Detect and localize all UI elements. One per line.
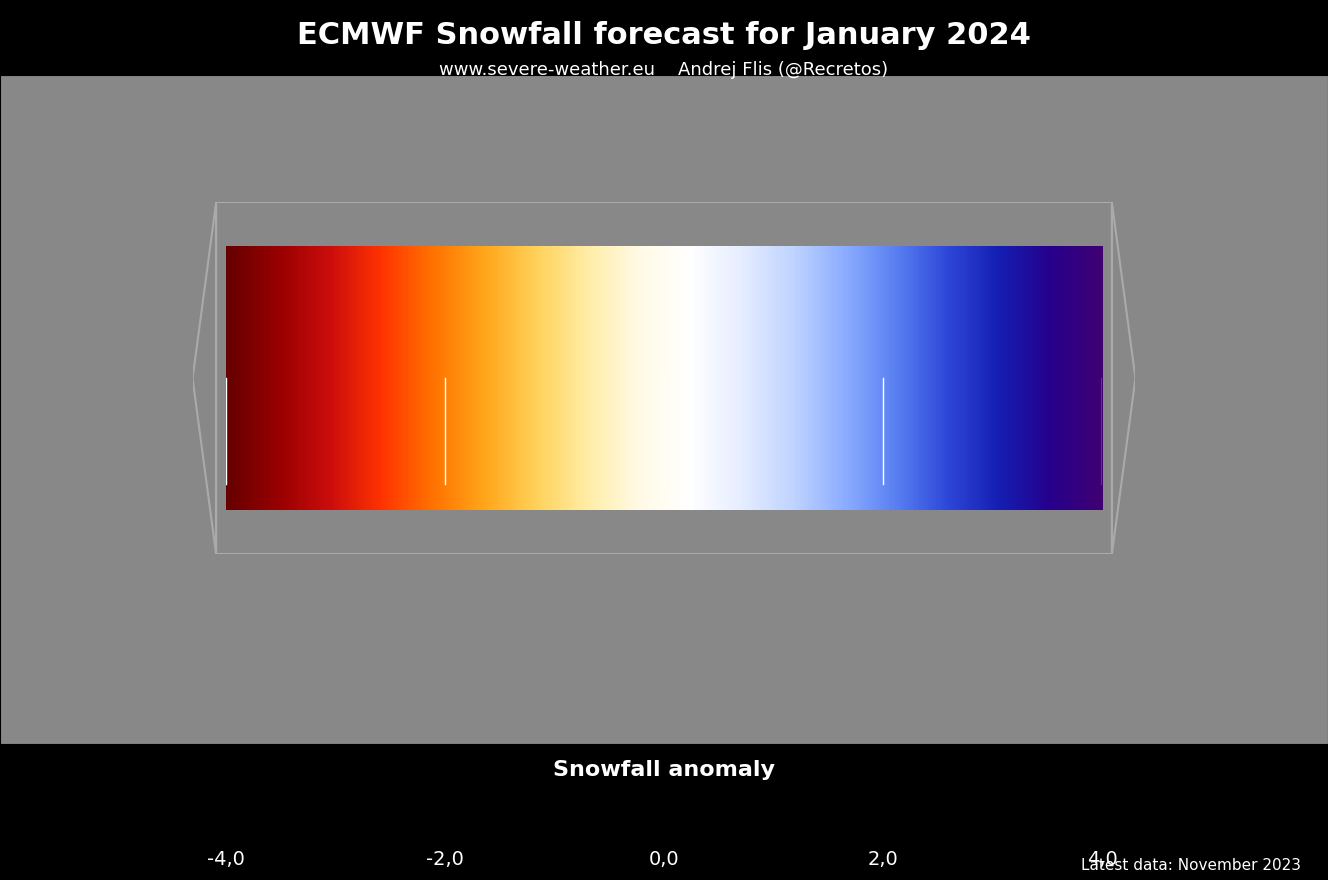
Text: 0,0: 0,0 — [648, 850, 680, 869]
Text: -4,0: -4,0 — [207, 850, 244, 869]
Text: www.severe-weather.eu    Andrej Flis (@Recretos): www.severe-weather.eu Andrej Flis (@Recr… — [440, 62, 888, 79]
Text: 2,0: 2,0 — [867, 850, 899, 869]
Text: 4,0: 4,0 — [1086, 850, 1118, 869]
Text: Latest data: November 2023: Latest data: November 2023 — [1081, 858, 1301, 873]
Text: cartopy required: cartopy required — [548, 395, 780, 423]
Text: -2,0: -2,0 — [426, 850, 463, 869]
Text: ECMWF Snowfall forecast for January 2024: ECMWF Snowfall forecast for January 2024 — [297, 21, 1031, 50]
Text: Snowfall anomaly: Snowfall anomaly — [552, 760, 776, 780]
